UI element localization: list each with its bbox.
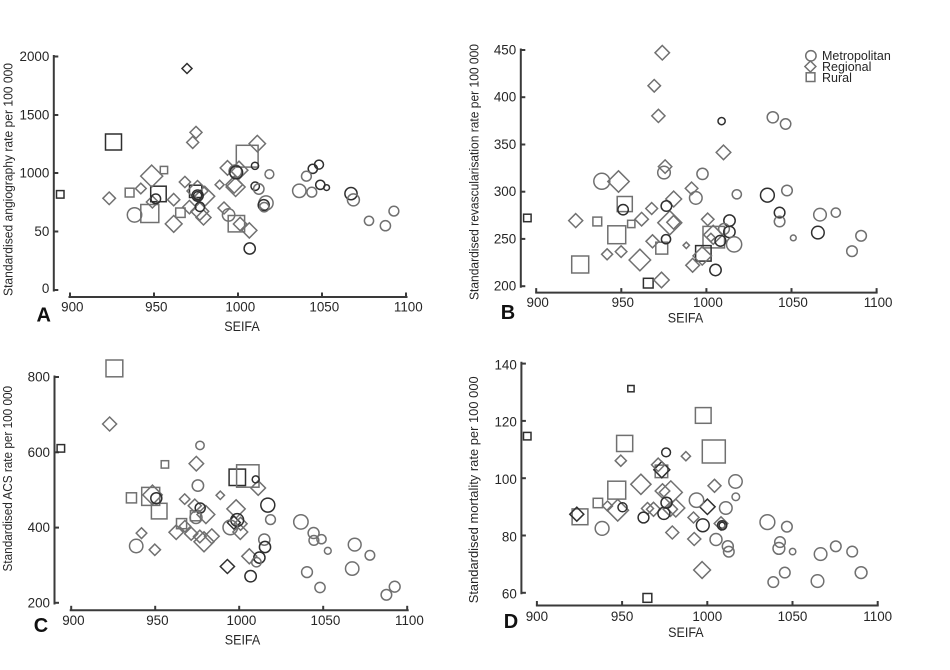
svg-text:1100: 1100 [863, 609, 892, 624]
svg-text:SEIFA: SEIFA [225, 633, 261, 648]
svg-text:Standardised mortality rate pe: Standardised mortality rate per 100 000 [467, 376, 481, 603]
svg-text:1050: 1050 [778, 295, 808, 310]
svg-text:Standardised angiography rate: Standardised angiography rate per 100 00… [2, 63, 16, 296]
svg-text:D: D [504, 611, 518, 633]
svg-text:Regional: Regional [822, 60, 871, 74]
svg-text:450: 450 [494, 43, 516, 58]
svg-text:900: 900 [61, 300, 83, 315]
svg-text:1050: 1050 [309, 300, 339, 315]
svg-text:B: B [501, 302, 515, 324]
svg-text:0: 0 [42, 281, 49, 296]
svg-text:100: 100 [494, 472, 516, 487]
svg-text:Rural: Rural [822, 71, 852, 85]
svg-text:1000: 1000 [225, 300, 255, 315]
svg-text:120: 120 [494, 415, 516, 430]
svg-text:200: 200 [494, 279, 516, 294]
svg-text:SEIFA: SEIFA [668, 311, 704, 326]
svg-text:A: A [36, 305, 50, 327]
svg-text:400: 400 [494, 90, 516, 105]
svg-text:350: 350 [494, 137, 516, 152]
svg-text:900: 900 [526, 609, 548, 624]
svg-text:1000: 1000 [20, 166, 50, 181]
svg-text:140: 140 [494, 357, 516, 372]
svg-text:200: 200 [28, 595, 50, 610]
svg-text:Standardised revascularisation: Standardised revascularisation rate per … [468, 44, 482, 300]
svg-text:1100: 1100 [394, 300, 423, 315]
svg-text:300: 300 [494, 184, 516, 199]
svg-text:950: 950 [612, 295, 634, 310]
svg-text:1000: 1000 [693, 295, 723, 310]
svg-text:SEIFA: SEIFA [224, 319, 260, 334]
svg-text:900: 900 [527, 295, 549, 310]
svg-text:2000: 2000 [20, 49, 50, 64]
svg-text:60: 60 [502, 587, 517, 602]
svg-text:1100: 1100 [395, 613, 424, 628]
svg-text:950: 950 [145, 300, 167, 315]
svg-text:800: 800 [28, 370, 50, 385]
svg-text:1050: 1050 [778, 609, 808, 624]
svg-text:1000: 1000 [692, 609, 722, 624]
svg-text:C: C [34, 615, 48, 637]
svg-text:1000: 1000 [227, 613, 257, 628]
svg-text:1100: 1100 [864, 295, 893, 310]
svg-text:250: 250 [494, 231, 516, 246]
svg-text:1500: 1500 [20, 108, 50, 123]
svg-text:Metropolitan: Metropolitan [822, 49, 891, 63]
svg-text:950: 950 [146, 613, 168, 628]
svg-text:Standardised ACS rate per 100: Standardised ACS rate per 100 000 [1, 386, 15, 572]
svg-text:950: 950 [611, 609, 633, 624]
svg-text:80: 80 [502, 529, 517, 544]
svg-text:400: 400 [28, 520, 50, 535]
svg-text:1050: 1050 [311, 613, 341, 628]
svg-text:SEIFA: SEIFA [668, 625, 704, 640]
svg-text:600: 600 [28, 445, 50, 460]
svg-text:50: 50 [34, 224, 49, 239]
svg-text:900: 900 [62, 613, 84, 628]
